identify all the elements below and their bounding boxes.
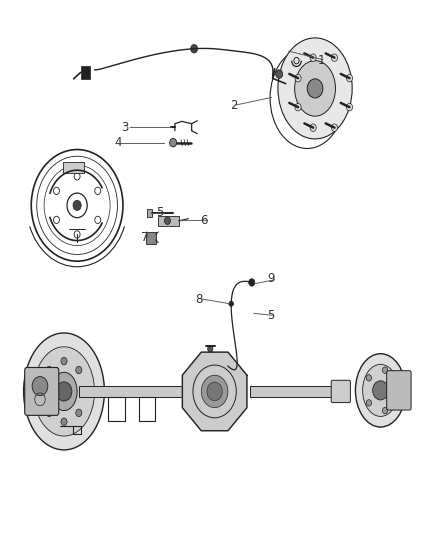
Circle shape (207, 382, 223, 401)
Circle shape (307, 79, 323, 98)
Ellipse shape (356, 354, 406, 427)
Wedge shape (201, 375, 228, 408)
Text: 5: 5 (156, 206, 164, 219)
Text: 3: 3 (121, 120, 129, 134)
Circle shape (73, 200, 81, 211)
Circle shape (332, 54, 338, 61)
Polygon shape (182, 352, 247, 431)
Circle shape (310, 124, 316, 131)
Ellipse shape (278, 38, 352, 139)
Circle shape (61, 358, 67, 365)
Circle shape (170, 139, 177, 147)
Circle shape (61, 418, 67, 425)
Bar (146, 232, 155, 244)
Text: 6: 6 (200, 214, 208, 227)
FancyBboxPatch shape (331, 380, 350, 402)
Circle shape (164, 217, 170, 224)
Circle shape (191, 44, 198, 53)
Circle shape (76, 409, 82, 417)
FancyBboxPatch shape (251, 386, 349, 397)
FancyBboxPatch shape (79, 386, 208, 397)
Circle shape (208, 346, 213, 352)
Bar (147, 209, 152, 216)
Ellipse shape (33, 347, 95, 436)
Circle shape (276, 70, 283, 78)
Text: 9: 9 (268, 272, 275, 285)
Text: 8: 8 (196, 293, 203, 306)
Circle shape (249, 279, 255, 286)
Circle shape (373, 381, 389, 400)
Text: 2: 2 (230, 100, 238, 112)
Text: 1: 1 (318, 54, 325, 67)
Circle shape (346, 75, 353, 82)
Circle shape (46, 366, 52, 374)
Circle shape (295, 103, 301, 111)
Bar (158, 216, 179, 225)
Circle shape (366, 400, 371, 406)
Text: 4: 4 (114, 136, 121, 149)
Bar (63, 162, 85, 173)
Circle shape (46, 409, 52, 417)
Circle shape (76, 366, 82, 374)
Text: 5: 5 (267, 309, 274, 322)
Ellipse shape (295, 61, 336, 116)
Bar (81, 66, 90, 79)
Circle shape (346, 103, 353, 111)
Circle shape (56, 382, 72, 401)
Ellipse shape (51, 372, 77, 410)
Circle shape (82, 387, 88, 395)
Ellipse shape (363, 365, 399, 416)
Circle shape (382, 367, 388, 373)
Circle shape (310, 54, 316, 61)
FancyBboxPatch shape (387, 370, 411, 410)
Circle shape (392, 387, 398, 393)
FancyBboxPatch shape (25, 368, 59, 415)
Circle shape (366, 375, 371, 381)
Circle shape (382, 407, 388, 414)
Circle shape (332, 124, 338, 131)
Circle shape (295, 75, 301, 82)
Circle shape (229, 301, 233, 306)
Circle shape (40, 387, 46, 395)
Circle shape (32, 376, 48, 395)
Ellipse shape (24, 333, 104, 450)
Text: 7: 7 (141, 231, 148, 244)
